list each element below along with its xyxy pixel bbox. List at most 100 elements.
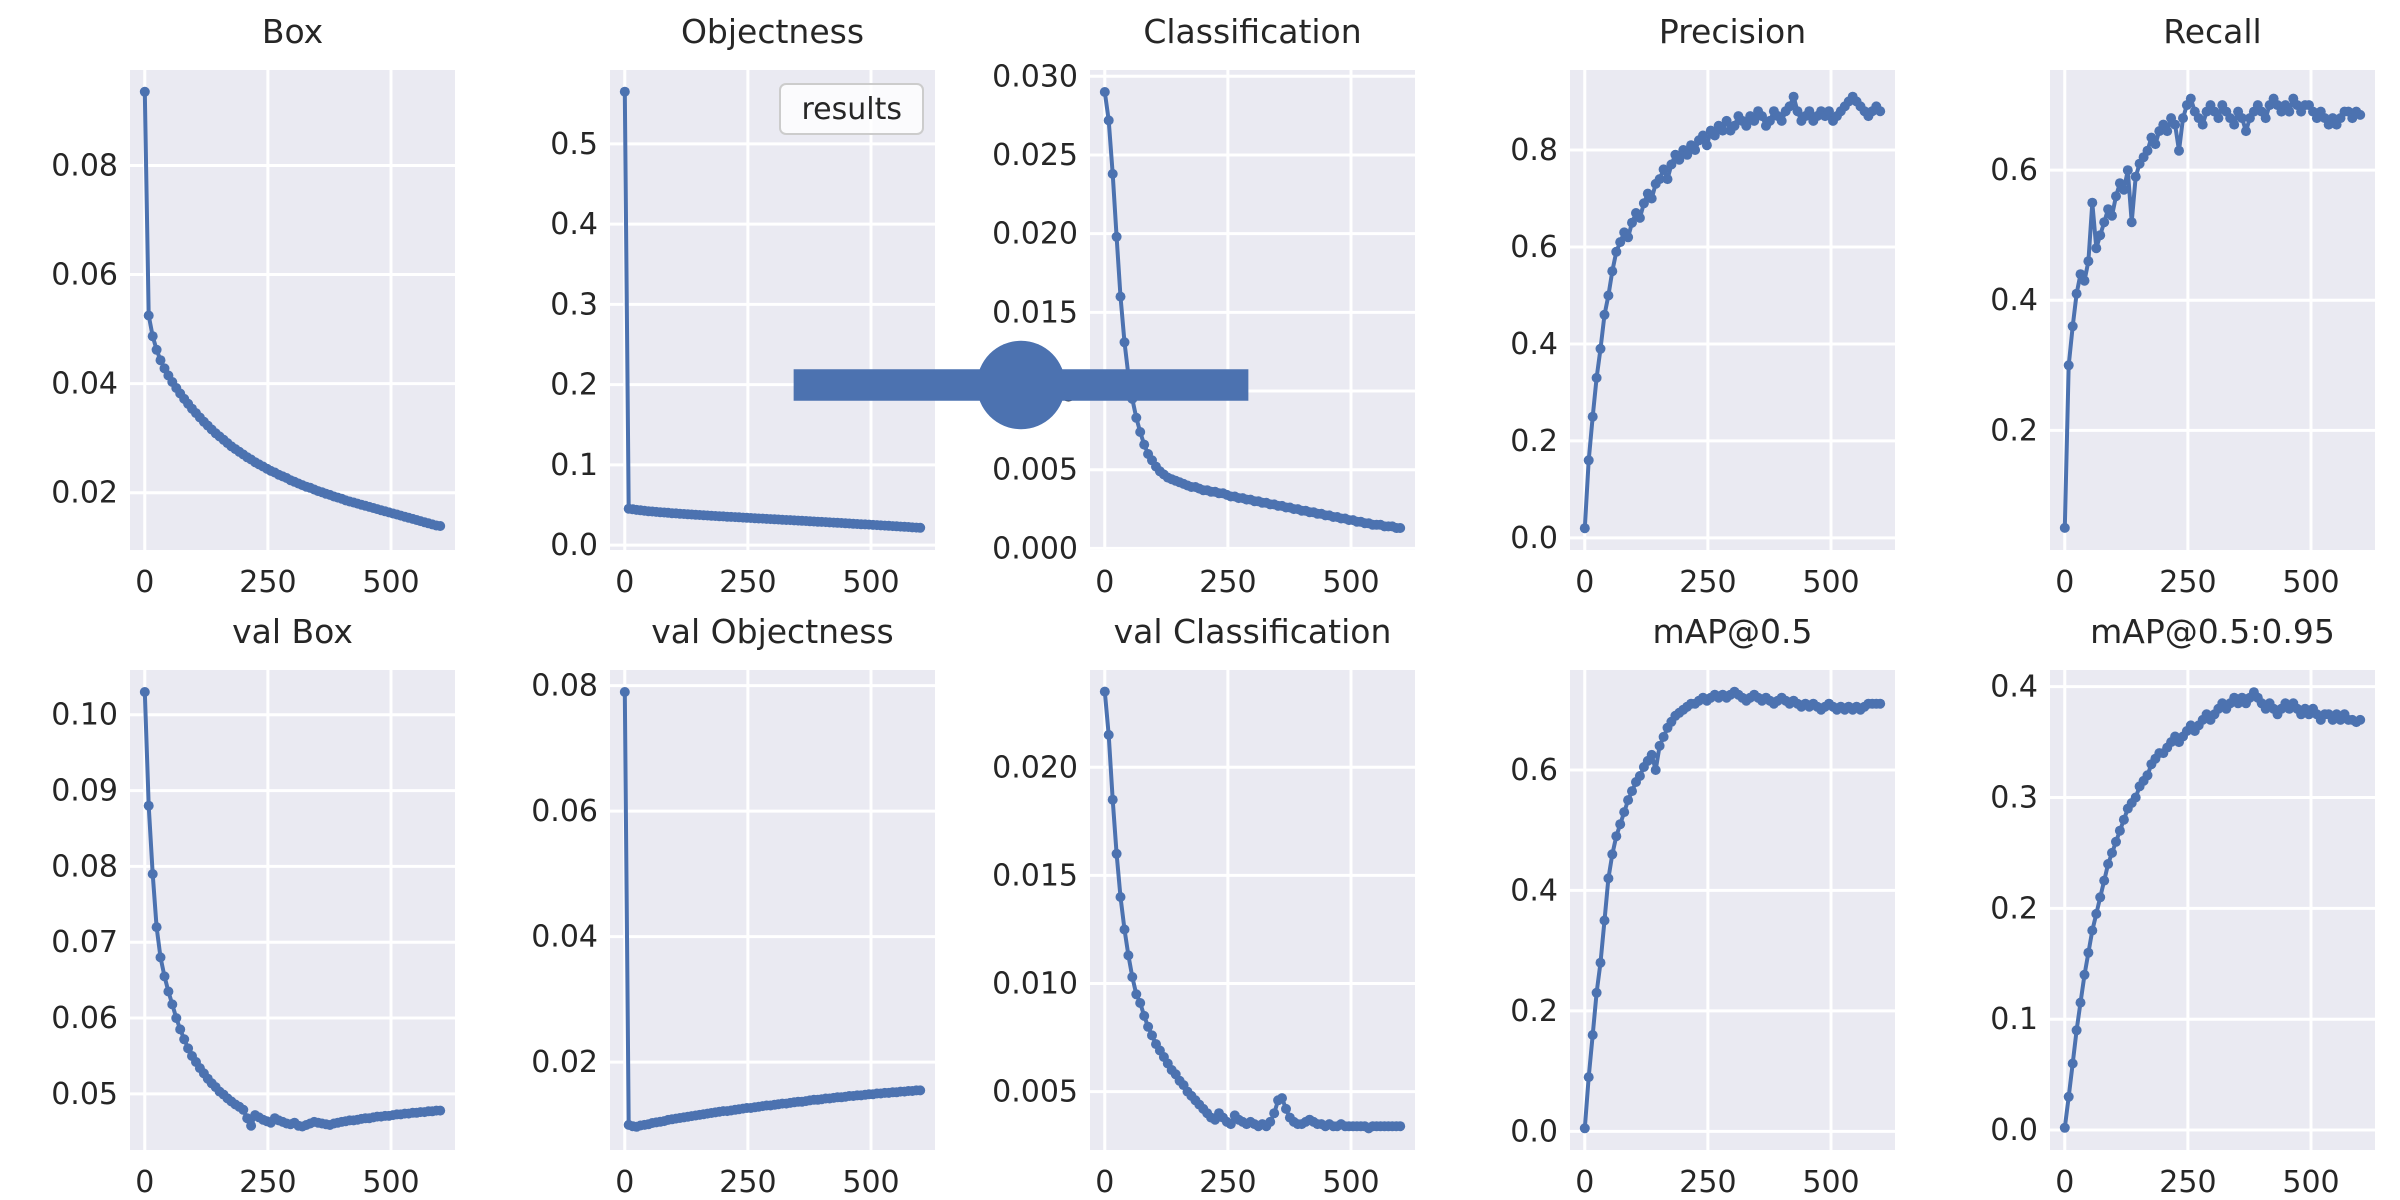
subplot-val-classification-title: val Classification xyxy=(1113,612,1392,651)
svg-text:250: 250 xyxy=(719,1165,776,1200)
svg-text:0.0: 0.0 xyxy=(1990,1113,2038,1148)
svg-text:0: 0 xyxy=(615,565,634,600)
svg-text:500: 500 xyxy=(1802,1165,1859,1200)
subplot-map05-title: mAP@0.5 xyxy=(1652,612,1813,651)
subplot-recall: Recall 0 250 500 0.2 0.4 0.6 xyxy=(1920,0,2400,600)
svg-text:250: 250 xyxy=(2159,1165,2216,1200)
svg-text:0.2: 0.2 xyxy=(1990,891,2038,926)
svg-text:0.04: 0.04 xyxy=(531,920,598,955)
svg-text:0.8: 0.8 xyxy=(1510,133,1558,168)
svg-text:500: 500 xyxy=(362,1165,419,1200)
subplot-val-box: val Box 0 250 500 0.05 0.06 0.07 0.08 0.09 0.10 xyxy=(0,600,480,1200)
svg-text:0.04: 0.04 xyxy=(51,367,118,402)
subplot-map05: mAP@0.5 0 250 500 0.0 0.2 0.4 0.6 xyxy=(1440,600,1920,1200)
svg-text:0.08: 0.08 xyxy=(51,149,118,184)
svg-text:0.025: 0.025 xyxy=(992,138,1078,173)
svg-text:250: 250 xyxy=(1199,1165,1256,1200)
svg-text:0.10: 0.10 xyxy=(51,698,118,733)
subplot-box-title: Box xyxy=(261,12,324,51)
map05-chart: 0 250 500 0.0 0.2 0.4 0.6 xyxy=(1510,670,1895,1200)
subplot-objectness: Objectness results 0 250 500 0.0 0.1 0.2 0.3 0.… xyxy=(480,0,1249,600)
subplot-val-objectness-title: val Objectness xyxy=(651,612,894,651)
subplot-box: Box 0 250 500 0.02 0.04 0.06 0.08 xyxy=(0,0,480,600)
legend-series-label: results xyxy=(801,91,902,127)
svg-text:0.2: 0.2 xyxy=(550,368,598,403)
svg-text:0.4: 0.4 xyxy=(1990,670,2038,705)
svg-text:0.06: 0.06 xyxy=(531,794,598,829)
svg-text:500: 500 xyxy=(362,565,419,600)
subplot-map05095: mAP@0.5:0.95 0 250 500 0.0 0.1 0.2 0.3 0.4 xyxy=(1920,600,2400,1200)
subplot-classification-title: Classification xyxy=(1143,12,1362,51)
svg-text:0.07: 0.07 xyxy=(51,925,118,960)
recall-chart: 0 250 500 0.2 0.4 0.6 xyxy=(1990,70,2375,600)
svg-text:250: 250 xyxy=(1679,1165,1736,1200)
svg-text:0.5: 0.5 xyxy=(550,127,598,162)
svg-text:0.2: 0.2 xyxy=(1510,994,1558,1029)
svg-text:0.0: 0.0 xyxy=(1510,521,1558,556)
svg-text:0.1: 0.1 xyxy=(1990,1002,2038,1037)
svg-text:0.010: 0.010 xyxy=(992,967,1078,1002)
svg-text:0: 0 xyxy=(615,1165,634,1200)
svg-text:0.030: 0.030 xyxy=(992,59,1078,94)
svg-text:0.1: 0.1 xyxy=(550,448,598,483)
classification-loss-chart: 02505000.0000.0050.0100.0150.0200.0250.0… xyxy=(992,59,1415,600)
svg-text:0: 0 xyxy=(1095,565,1114,600)
map05095-chart: 0 250 500 0.0 0.1 0.2 0.3 0.4 xyxy=(1990,670,2375,1200)
val-box-loss-chart: 0 250 500 0.05 0.06 0.07 0.08 0.09 0.10 xyxy=(51,670,455,1200)
svg-text:0.0: 0.0 xyxy=(1510,1114,1558,1149)
svg-text:250: 250 xyxy=(239,565,296,600)
svg-text:0: 0 xyxy=(135,565,154,600)
svg-text:0.4: 0.4 xyxy=(550,207,598,242)
subplot-val-classification: val Classification 0 250 500 0.005 0.010 0.01… xyxy=(960,600,1440,1200)
svg-text:500: 500 xyxy=(2282,1165,2339,1200)
svg-text:0: 0 xyxy=(1095,1165,1114,1200)
svg-text:0.015: 0.015 xyxy=(992,858,1078,893)
box-loss-chart: 0 250 500 0.02 0.04 0.06 0.08 xyxy=(51,70,455,600)
svg-text:500: 500 xyxy=(842,1165,899,1200)
subplot-val-objectness: val Objectness 0 250 500 0.02 0.04 0.06 0.08 xyxy=(480,600,960,1200)
svg-text:500: 500 xyxy=(2282,565,2339,600)
svg-text:0.4: 0.4 xyxy=(1510,327,1558,362)
svg-text:0.020: 0.020 xyxy=(992,217,1078,252)
svg-text:0.02: 0.02 xyxy=(531,1045,598,1080)
svg-text:250: 250 xyxy=(239,1165,296,1200)
svg-text:0.6: 0.6 xyxy=(1510,753,1558,788)
subplot-map05095-title: mAP@0.5:0.95 xyxy=(2090,612,2335,651)
subplot-precision: Precision 0 250 500 0.0 0.2 0.4 0.6 0.8 xyxy=(1440,0,1920,600)
precision-chart: 0 250 500 0.0 0.2 0.4 0.6 0.8 xyxy=(1510,70,1895,600)
svg-text:0.4: 0.4 xyxy=(1990,283,2038,318)
svg-text:0.06: 0.06 xyxy=(51,1001,118,1036)
svg-text:0: 0 xyxy=(1575,1165,1594,1200)
svg-text:0: 0 xyxy=(2055,1165,2074,1200)
objectness-loss-chart: 0 250 500 0.0 0.1 0.2 0.3 0.4 0.5 xyxy=(550,70,935,600)
svg-text:0.08: 0.08 xyxy=(51,849,118,884)
svg-text:250: 250 xyxy=(1679,565,1736,600)
svg-text:250: 250 xyxy=(2159,565,2216,600)
svg-text:0.3: 0.3 xyxy=(1990,781,2038,816)
subplot-objectness-title: Objectness xyxy=(680,12,865,51)
svg-text:0.005: 0.005 xyxy=(992,1075,1078,1110)
subplot-classification: Classification 02505000.0000.0050.0100.0… xyxy=(960,0,1440,600)
svg-text:0.3: 0.3 xyxy=(550,287,598,322)
svg-text:500: 500 xyxy=(1802,565,1859,600)
svg-text:250: 250 xyxy=(719,565,776,600)
svg-text:0: 0 xyxy=(135,1165,154,1200)
svg-text:500: 500 xyxy=(842,565,899,600)
legend-box: results xyxy=(779,83,1249,430)
val-objectness-loss-chart: 0 250 500 0.02 0.04 0.06 0.08 xyxy=(531,669,935,1200)
svg-text:500: 500 xyxy=(1322,565,1379,600)
svg-text:250: 250 xyxy=(1199,565,1256,600)
svg-text:0.6: 0.6 xyxy=(1990,153,2038,188)
svg-text:0.08: 0.08 xyxy=(531,669,598,704)
svg-text:0.005: 0.005 xyxy=(992,453,1078,488)
svg-text:0.02: 0.02 xyxy=(51,476,118,511)
svg-text:0: 0 xyxy=(2055,565,2074,600)
svg-text:0.015: 0.015 xyxy=(992,295,1078,330)
svg-text:0.09: 0.09 xyxy=(51,774,118,809)
subplot-precision-title: Precision xyxy=(1658,12,1807,51)
svg-text:0.05: 0.05 xyxy=(51,1077,118,1112)
svg-text:0.020: 0.020 xyxy=(992,750,1078,785)
svg-text:0.0: 0.0 xyxy=(550,528,598,563)
val-classification-loss-chart: 0 250 500 0.005 0.010 0.015 0.020 xyxy=(992,670,1415,1200)
